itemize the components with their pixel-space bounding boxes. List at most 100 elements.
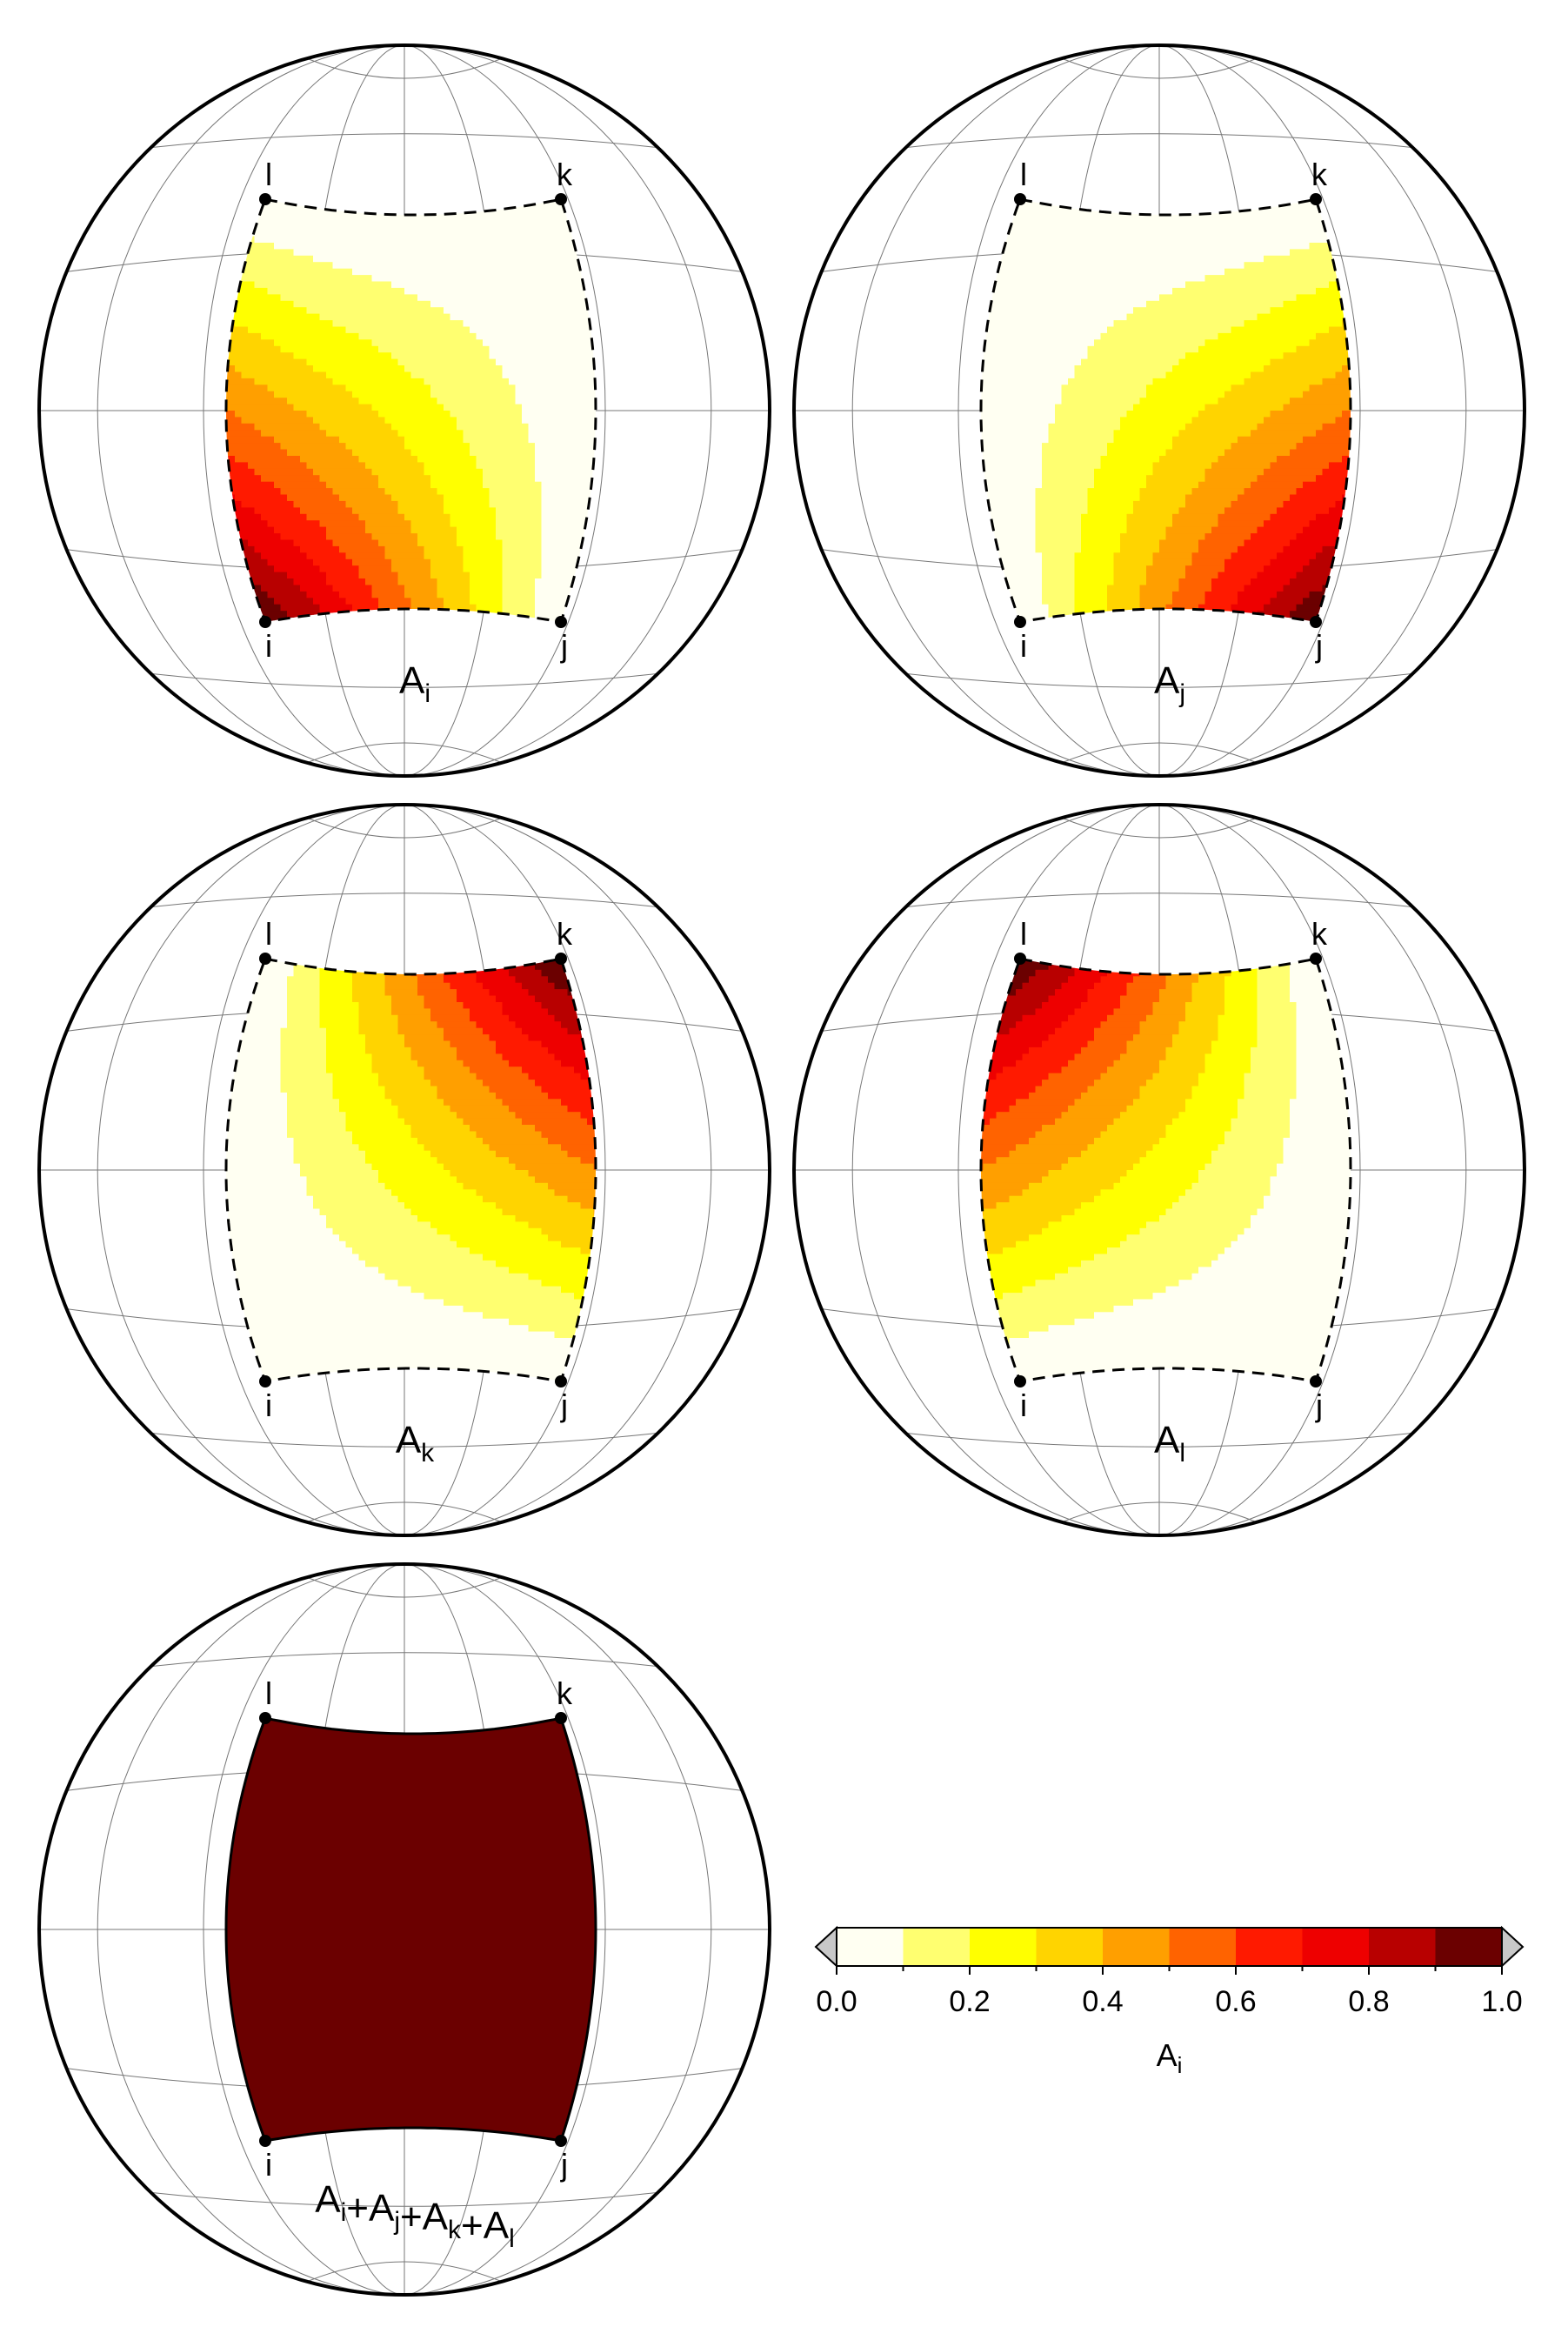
field-cell: [397, 533, 405, 541]
field-cell: [567, 578, 575, 585]
field-cell: [463, 281, 470, 289]
field-cell: [326, 307, 334, 315]
field-cell: [371, 275, 379, 283]
field-cell: [567, 507, 575, 515]
field-cell: [358, 204, 366, 211]
field-cell: [352, 436, 360, 444]
field-cell: [287, 300, 295, 308]
field-cell: [300, 520, 308, 528]
field-cell: [983, 332, 991, 340]
corner-l-marker: [259, 193, 271, 205]
field-cell: [1022, 243, 1030, 250]
field-cell: [1074, 262, 1082, 270]
field-cell: [457, 339, 464, 347]
field-cell: [378, 281, 386, 289]
field-cell: [515, 411, 523, 418]
field-cell: [274, 268, 282, 276]
field-cell: [293, 404, 301, 411]
field-cell: [417, 417, 425, 425]
field-cell: [397, 468, 405, 476]
field-cell: [384, 552, 392, 560]
field-cell: [378, 481, 386, 489]
field-cell: [326, 371, 334, 379]
field-cell: [444, 243, 451, 250]
field-cell: [241, 339, 249, 347]
field-cell: [358, 513, 366, 521]
field-cell: [274, 404, 282, 411]
field-cell: [397, 320, 405, 328]
field-cell: [457, 255, 464, 263]
field-cell: [541, 281, 549, 289]
field-cell: [574, 533, 582, 541]
field-cell: [274, 462, 282, 470]
field-cell: [1029, 520, 1037, 528]
field-cell: [580, 443, 588, 451]
field-cell: [444, 520, 451, 528]
field-cell: [996, 199, 1004, 204]
field-cell: [996, 611, 1004, 619]
field-cell: [1009, 345, 1017, 353]
field-cell: [371, 604, 379, 612]
field-cell: [990, 443, 998, 451]
field-cell: [509, 243, 517, 250]
field-cell: [450, 545, 457, 553]
field-cell: [430, 578, 438, 585]
field-cell: [391, 378, 399, 385]
field-cell: [226, 275, 230, 283]
field-cell: [306, 520, 314, 528]
field-cell: [509, 365, 517, 372]
field-cell: [391, 230, 399, 237]
field-cell: [430, 199, 438, 204]
field-cell: [254, 494, 262, 502]
field-cell: [463, 572, 470, 579]
field-cell: [483, 558, 490, 566]
field-cell: [1048, 617, 1056, 622]
field-cell: [293, 365, 301, 372]
field-cell: [528, 585, 536, 592]
field-cell: [502, 565, 510, 573]
field-cell: [1042, 456, 1050, 463]
field-cell: [463, 268, 470, 276]
field-cell: [430, 604, 438, 612]
field-cell: [1048, 411, 1056, 418]
field-cell: [261, 281, 269, 289]
field-cell: [548, 268, 556, 276]
field-cell: [1068, 236, 1076, 244]
field-cell: [561, 243, 569, 250]
field-cell: [1055, 585, 1063, 592]
field-cell: [280, 287, 288, 295]
field-cell: [248, 462, 256, 470]
field-cell: [1016, 591, 1024, 598]
field-cell: [430, 552, 438, 560]
field-cell: [587, 223, 595, 231]
field-cell: [228, 436, 236, 444]
field-cell: [554, 243, 562, 250]
field-cell: [1074, 249, 1082, 257]
field-cell: [378, 417, 386, 425]
field-cell: [561, 339, 569, 347]
field-cell: [313, 268, 321, 276]
field-cell: [476, 391, 484, 398]
field-cell: [345, 533, 353, 541]
field-cell: [470, 223, 477, 231]
field-cell: [313, 352, 321, 360]
field-cell: [1068, 578, 1076, 585]
field-cell: [567, 565, 575, 573]
field-cell: [1081, 430, 1089, 438]
field-cell: [489, 313, 497, 321]
field-cell: [1003, 332, 1011, 340]
field-cell: [463, 449, 470, 457]
field-cell: [287, 404, 295, 411]
field-cell: [541, 300, 549, 308]
field-cell: [593, 533, 596, 541]
field-cell: [313, 475, 321, 483]
field-cell: [990, 572, 998, 579]
field-cell: [1055, 326, 1063, 334]
field-cell: [522, 604, 530, 612]
field-cell: [483, 468, 490, 476]
field-cell: [306, 281, 314, 289]
field-cell: [235, 391, 243, 398]
field-cell: [1035, 513, 1043, 521]
field-cell: [593, 585, 596, 592]
field-cell: [548, 488, 556, 496]
